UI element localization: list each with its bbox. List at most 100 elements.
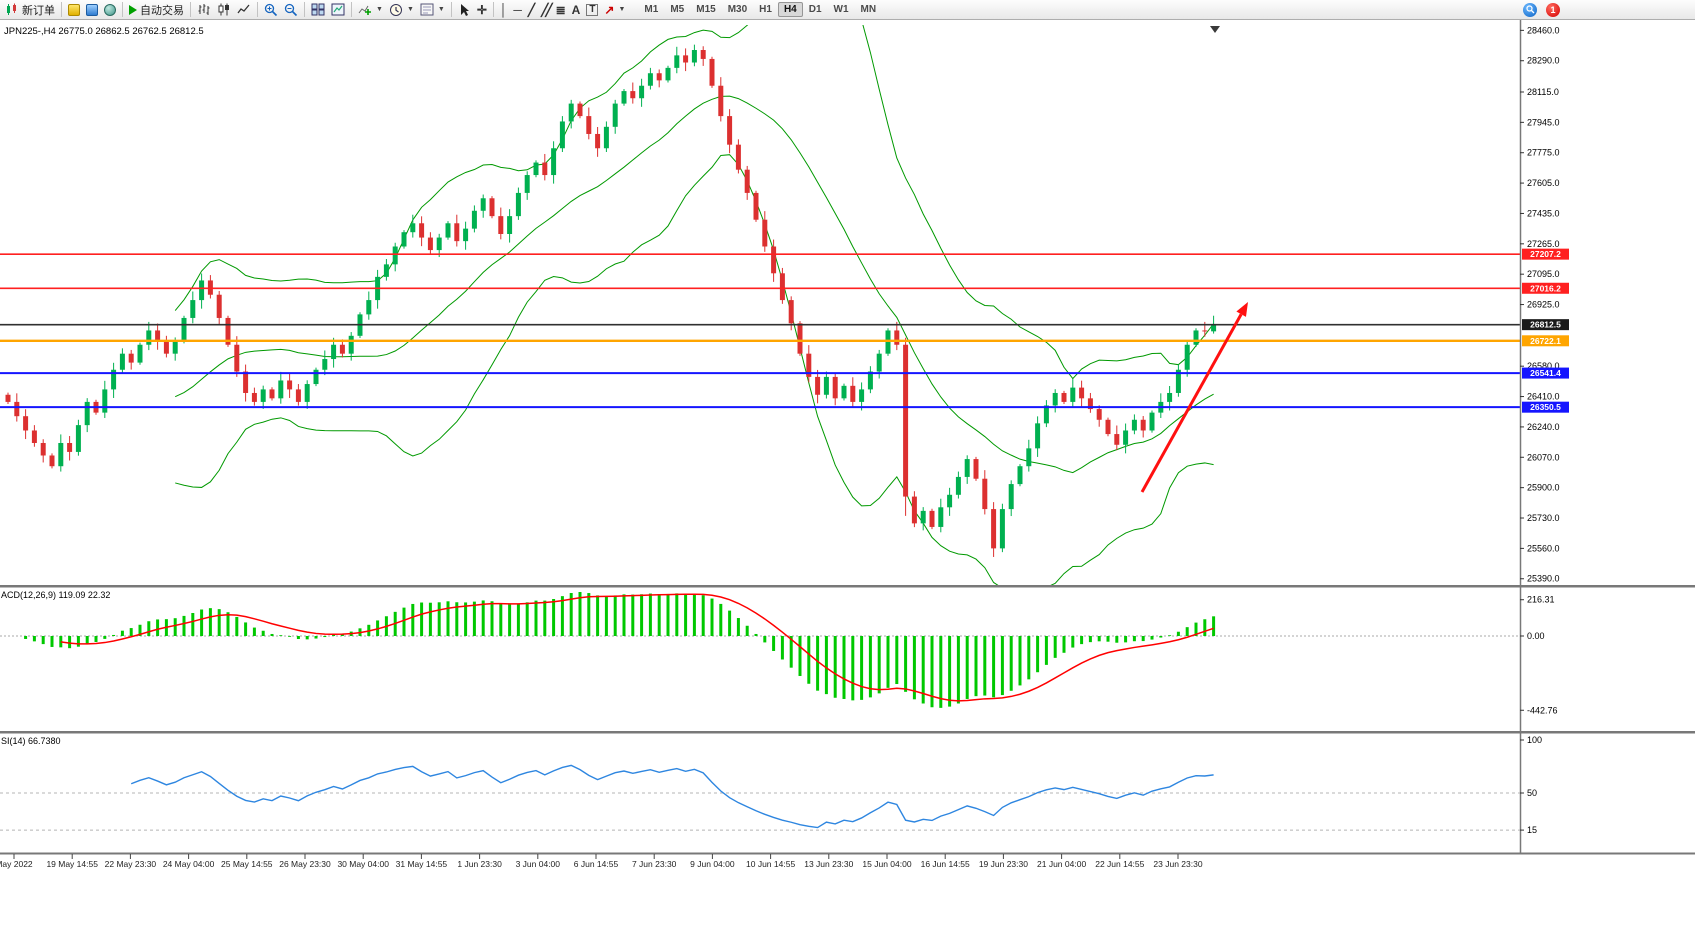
timeframe-button-M30[interactable]: M30 bbox=[722, 2, 753, 17]
candle-body bbox=[1123, 430, 1129, 445]
indicators-button[interactable]: ▼ bbox=[355, 0, 386, 19]
text-button[interactable]: A bbox=[569, 0, 584, 19]
panel-separator[interactable] bbox=[0, 731, 1695, 734]
candle-body bbox=[955, 476, 961, 495]
line-chart-button[interactable] bbox=[234, 0, 254, 19]
level-price-badge: 26722.1 bbox=[1530, 336, 1561, 346]
candle-body bbox=[859, 389, 865, 402]
candle-body bbox=[938, 507, 944, 527]
timeframe-button-MN[interactable]: MN bbox=[855, 2, 883, 17]
zoom-in-icon bbox=[264, 3, 278, 16]
periods-button[interactable]: ▼ bbox=[386, 0, 417, 19]
new-order-label: 新订单 bbox=[22, 4, 55, 17]
arrange-windows-button[interactable] bbox=[328, 0, 348, 19]
profiles-button[interactable] bbox=[83, 0, 101, 19]
timeframe-button-H4[interactable]: H4 bbox=[777, 2, 803, 17]
candle-body bbox=[75, 425, 81, 452]
time-tick-label: 22 May 23:30 bbox=[105, 859, 157, 869]
cursor-button[interactable] bbox=[455, 0, 474, 19]
bar-shift-marker[interactable] bbox=[1210, 26, 1220, 33]
trendline-button[interactable]: ╱ bbox=[525, 0, 538, 19]
time-axis[interactable]: May 2022 19 May 14:55 22 May 23:30 24 May 0… bbox=[0, 854, 1203, 869]
bar-chart-button[interactable] bbox=[194, 0, 214, 19]
price-tick-label: 28290.0 bbox=[1527, 56, 1560, 66]
text-label-button[interactable]: T bbox=[583, 0, 601, 19]
price-tick-label: 27775.0 bbox=[1527, 148, 1560, 158]
bollinger-lower-band bbox=[175, 154, 1214, 585]
rsi-tick-label: 100 bbox=[1527, 735, 1542, 745]
zoom-out-button[interactable] bbox=[281, 0, 301, 19]
price-tick-label: 27265.0 bbox=[1527, 239, 1560, 249]
candle-body bbox=[1167, 392, 1173, 402]
arrows-button[interactable]: ↗ ▼ bbox=[601, 0, 628, 19]
alerts-button[interactable] bbox=[101, 0, 119, 19]
bar-chart-icon bbox=[198, 4, 210, 15]
timeframe-button-M1[interactable]: M1 bbox=[638, 2, 664, 17]
candle-body bbox=[929, 510, 935, 527]
time-tick-label: 7 Jun 23:30 bbox=[632, 859, 677, 869]
price-tick-label: 26410.0 bbox=[1527, 392, 1560, 402]
macd-axis: 216.31 0.00 -442.76 bbox=[1520, 595, 1558, 715]
templates-button[interactable]: ▼ bbox=[417, 0, 448, 19]
trendline-icon: ╱ bbox=[527, 2, 536, 17]
panel-separator[interactable] bbox=[0, 852, 1695, 855]
candle-body bbox=[911, 496, 917, 524]
zoom-in-button[interactable] bbox=[261, 0, 281, 19]
trend-arrow-line[interactable] bbox=[1140, 313, 1243, 493]
notification-badge[interactable]: 1 bbox=[1546, 2, 1560, 17]
channel-button[interactable]: ╱╱ bbox=[538, 0, 553, 19]
timeframe-button-D1[interactable]: D1 bbox=[803, 2, 828, 17]
candle-body bbox=[1008, 484, 1014, 510]
price-axis[interactable]: 28460.0 28290.0 28115.0 27945.0 27775.0 27605… bbox=[1519, 20, 1569, 853]
autotrade-button[interactable]: 自动交易 bbox=[126, 0, 187, 19]
candle-body bbox=[815, 376, 821, 395]
macd-panel[interactable] bbox=[0, 592, 1520, 708]
price-tick-label: 25560.0 bbox=[1527, 543, 1560, 553]
community-search-button[interactable] bbox=[1523, 2, 1537, 17]
time-tick-label: 6 Jun 14:55 bbox=[574, 859, 619, 869]
candle-body bbox=[1175, 369, 1181, 393]
price-tick-label: 26240.0 bbox=[1527, 422, 1560, 432]
timeframe-button-W1[interactable]: W1 bbox=[828, 2, 855, 17]
dropdown-arrow-icon: ▼ bbox=[437, 6, 445, 13]
new-order-button[interactable]: 新订单 bbox=[3, 0, 58, 19]
zoom-out-icon bbox=[284, 3, 298, 16]
text-label-icon: T bbox=[586, 3, 599, 16]
bollinger-middle-band bbox=[174, 95, 1214, 474]
price-tick-label: 27435.0 bbox=[1527, 208, 1560, 218]
clock-icon bbox=[389, 3, 402, 16]
panel-separator[interactable] bbox=[0, 585, 1695, 588]
vertical-line-button[interactable]: │ bbox=[497, 0, 511, 19]
time-tick-label: 13 Jun 23:30 bbox=[804, 859, 853, 869]
candle-body bbox=[410, 223, 416, 233]
candle-body bbox=[533, 162, 539, 176]
candle-body bbox=[128, 353, 134, 363]
candle-body bbox=[876, 353, 882, 372]
candle-body bbox=[1052, 392, 1058, 406]
candle-body bbox=[691, 50, 697, 63]
candle-body bbox=[260, 389, 266, 402]
rsi-panel[interactable] bbox=[0, 764, 1520, 831]
candle-body bbox=[630, 91, 636, 99]
candle-body bbox=[313, 369, 319, 385]
candlestick-chart-button[interactable] bbox=[214, 0, 234, 19]
fibonacci-button[interactable]: ≣ bbox=[553, 0, 569, 19]
timeframe-button-M15[interactable]: M15 bbox=[690, 2, 721, 17]
horizontal-line-button[interactable]: ─ bbox=[510, 0, 525, 19]
candle-body bbox=[832, 376, 838, 399]
candle-body bbox=[190, 300, 196, 318]
tile-windows-button[interactable] bbox=[308, 0, 328, 19]
main-chart-panel[interactable] bbox=[0, 0, 1520, 591]
crosshair-button[interactable]: ✛ bbox=[474, 0, 490, 19]
timeframe-button-M5[interactable]: M5 bbox=[664, 2, 690, 17]
candle-body bbox=[718, 85, 724, 117]
candle-body bbox=[1070, 387, 1076, 402]
time-tick-label: 22 Jun 14:55 bbox=[1095, 859, 1144, 869]
metaeditor-button[interactable] bbox=[65, 0, 83, 19]
candle-body bbox=[850, 385, 856, 402]
autotrade-play-icon bbox=[129, 4, 137, 15]
candle-body bbox=[225, 317, 231, 345]
candle-body bbox=[788, 300, 794, 324]
timeframe-button-H1[interactable]: H1 bbox=[753, 2, 778, 17]
